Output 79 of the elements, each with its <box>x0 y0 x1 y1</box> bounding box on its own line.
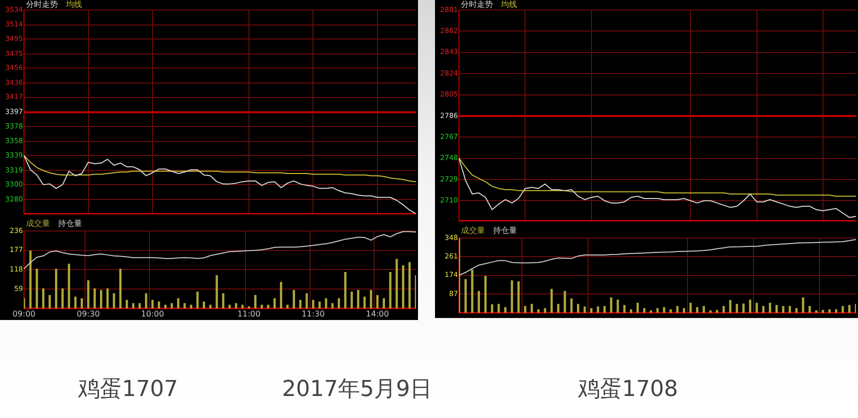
text: 2017年5月9日 <box>282 376 432 404</box>
bar <box>808 306 811 313</box>
bar <box>842 306 844 313</box>
bar <box>590 308 592 313</box>
bar <box>299 300 302 308</box>
bar <box>222 293 224 308</box>
bar <box>184 303 186 308</box>
text: 成交量 <box>26 219 50 228</box>
x-tick-label: 11:30 <box>302 309 325 318</box>
bar <box>389 272 392 308</box>
bar <box>228 304 231 308</box>
bar <box>670 309 672 313</box>
text: 分时走势 <box>26 0 58 9</box>
bar <box>815 310 818 313</box>
bar <box>87 280 90 308</box>
bar <box>357 290 360 308</box>
series-label: 成交量 <box>461 226 485 235</box>
bar <box>530 304 533 313</box>
bar <box>344 272 346 308</box>
bar <box>610 297 612 313</box>
bar <box>498 304 500 313</box>
bar <box>402 265 404 308</box>
bar <box>722 306 725 313</box>
bar <box>48 294 51 308</box>
bar <box>504 307 506 313</box>
bar <box>636 302 639 313</box>
bar <box>729 300 732 313</box>
x-tick-label: 10:00 <box>140 309 164 318</box>
bar <box>260 304 263 308</box>
bar <box>749 300 752 313</box>
bar <box>94 288 96 308</box>
text: 持仓量 <box>58 219 82 228</box>
x-tick-label: 09:30 <box>76 309 100 318</box>
bar <box>209 304 212 308</box>
bar <box>702 306 705 313</box>
bar <box>396 258 398 308</box>
bar <box>643 308 646 313</box>
text: 鸡蛋1707 <box>78 376 178 404</box>
bar <box>782 306 784 313</box>
bar <box>524 306 526 313</box>
bar <box>676 306 678 313</box>
bar <box>564 290 566 313</box>
bar <box>216 275 218 308</box>
bar <box>696 307 698 313</box>
bar <box>550 288 553 313</box>
text: 均线 <box>501 0 517 9</box>
bar <box>312 300 314 308</box>
bar <box>36 268 38 308</box>
bar <box>138 303 141 308</box>
bar <box>267 304 270 308</box>
bar <box>762 306 764 313</box>
bar <box>788 306 791 313</box>
bar <box>254 294 256 308</box>
bar <box>273 298 276 308</box>
x-tick-label: 11:00 <box>237 309 260 318</box>
bar <box>584 306 586 313</box>
bar <box>616 300 619 313</box>
bar <box>557 304 560 313</box>
bar <box>350 292 353 308</box>
bar <box>55 268 58 308</box>
text: 均线 <box>66 0 82 9</box>
bar <box>126 300 128 308</box>
text: 鸡蛋1708 <box>578 376 678 404</box>
bar <box>756 302 758 313</box>
bar <box>132 303 134 308</box>
x-tick-label: 09:00 <box>12 309 36 318</box>
bar <box>382 298 385 308</box>
bar <box>835 309 838 313</box>
bar <box>170 303 173 308</box>
text: 分时走势 <box>461 0 493 9</box>
bar <box>478 290 480 313</box>
x-tick-label: 14:00 <box>366 309 389 318</box>
text: 持仓量 <box>493 226 517 235</box>
bar <box>306 293 308 308</box>
bar <box>80 298 83 308</box>
bar <box>42 288 44 308</box>
bar <box>164 304 167 308</box>
bar <box>177 298 180 308</box>
bar <box>471 269 474 313</box>
